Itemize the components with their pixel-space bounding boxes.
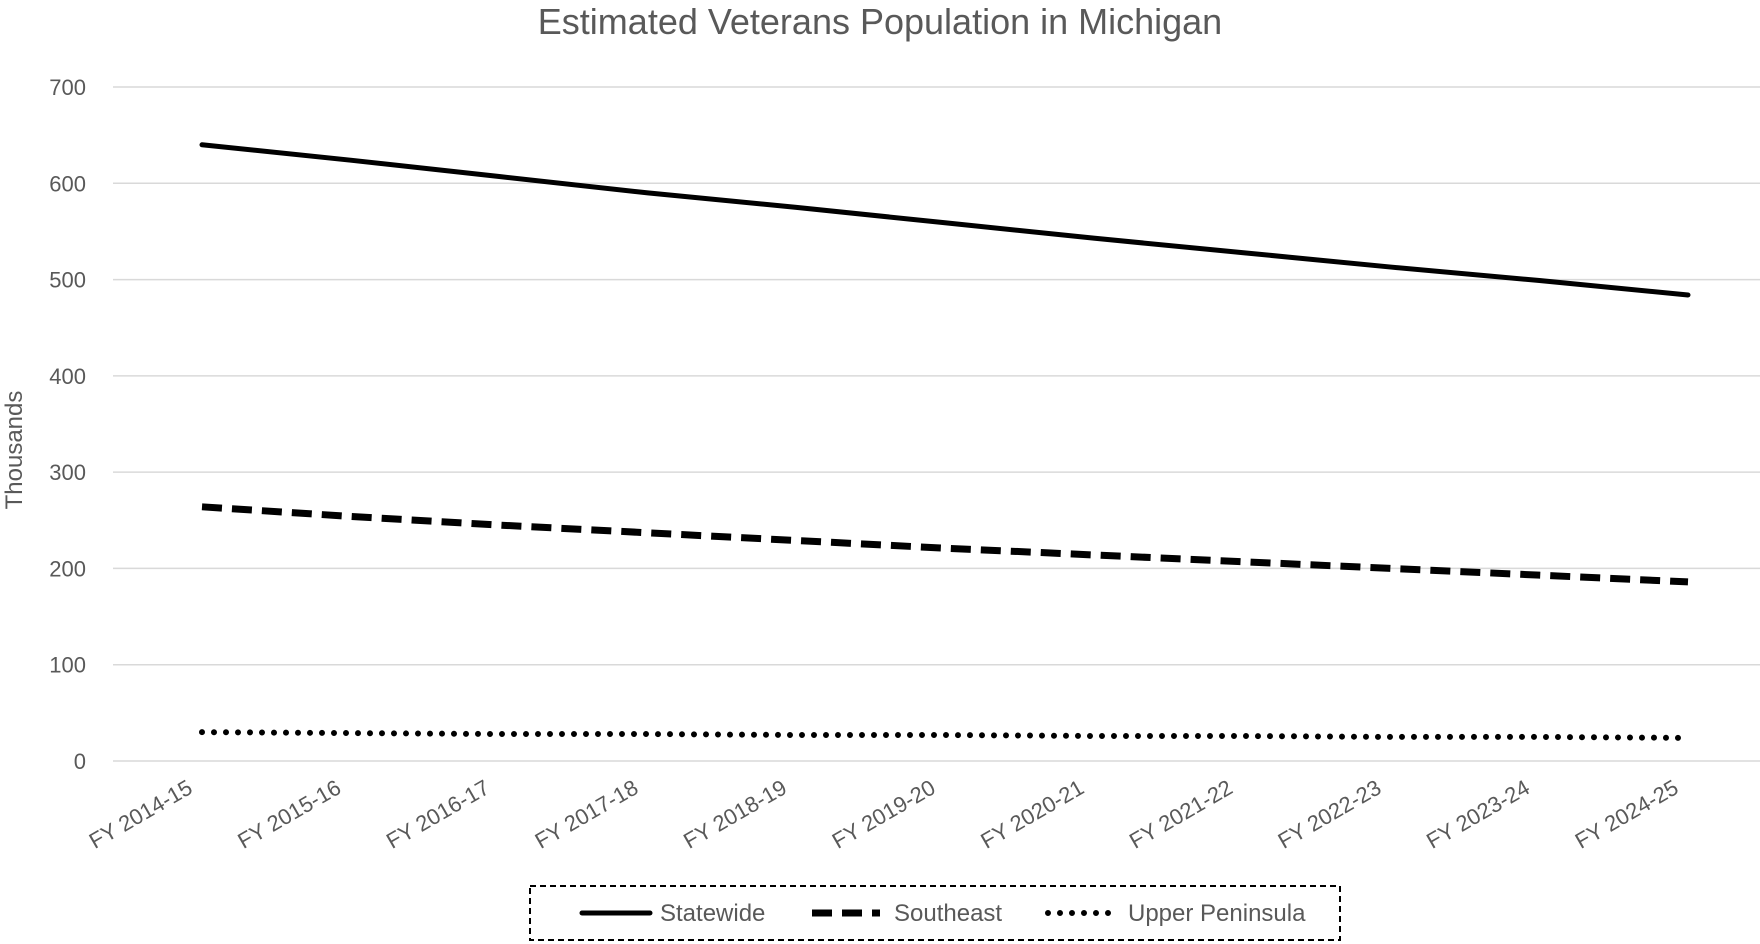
legend: Statewide Southeast Upper Peninsula bbox=[529, 885, 1341, 941]
x-tick-label: FY 2021-22 bbox=[1125, 775, 1237, 854]
series-line-statewide bbox=[199, 142, 1691, 298]
y-axis-label: Thousands bbox=[1, 391, 28, 510]
y-tick-label: 100 bbox=[49, 653, 86, 678]
x-tick-label: FY 2019-20 bbox=[828, 775, 940, 854]
x-tick-label: FY 2020-21 bbox=[976, 775, 1088, 854]
y-tick-label: 300 bbox=[49, 460, 86, 485]
x-axis-ticks: FY 2014-15 FY 2015-16 FY 2016-17 FY 2017-18… bbox=[85, 775, 1683, 854]
series-line-upper-peninsula bbox=[199, 729, 1691, 741]
x-tick-label: FY 2015-16 bbox=[233, 775, 345, 854]
y-tick-label: 600 bbox=[49, 171, 86, 196]
x-tick-label: FY 2014-15 bbox=[85, 775, 197, 854]
y-tick-label: 500 bbox=[49, 268, 86, 293]
legend-label-upper-peninsula: Upper Peninsula bbox=[1128, 900, 1306, 927]
y-tick-label: 400 bbox=[49, 364, 86, 389]
x-tick-label: FY 2024-25 bbox=[1571, 775, 1683, 854]
y-tick-label: 0 bbox=[74, 749, 86, 774]
gridlines bbox=[113, 86, 1760, 762]
x-tick-label: FY 2022-23 bbox=[1274, 775, 1386, 854]
legend-border bbox=[529, 885, 1341, 941]
y-tick-label: 700 bbox=[49, 75, 86, 100]
y-tick-label: 200 bbox=[49, 556, 86, 581]
legend-label-southeast: Southeast bbox=[894, 900, 1002, 927]
x-tick-label: FY 2023-24 bbox=[1422, 775, 1534, 854]
x-tick-label: FY 2018-19 bbox=[679, 775, 791, 854]
legend-label-statewide: Statewide bbox=[660, 900, 765, 927]
x-tick-label: FY 2016-17 bbox=[382, 775, 494, 854]
series-line-southeast bbox=[201, 503, 1689, 586]
x-tick-label: FY 2017-18 bbox=[531, 775, 643, 854]
chart-title: Estimated Veterans Population in Michiga… bbox=[538, 1, 1222, 42]
y-axis-ticks: 0 100 200 300 400 500 600 700 bbox=[49, 75, 86, 774]
series-lines bbox=[199, 142, 1691, 741]
